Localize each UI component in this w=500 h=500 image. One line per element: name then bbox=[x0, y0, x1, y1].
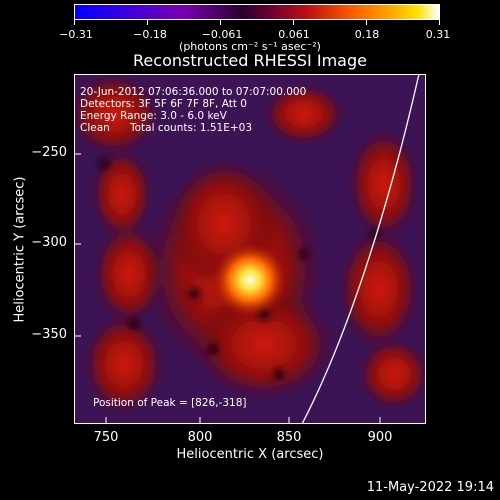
colorbar-tick-mark bbox=[366, 20, 367, 25]
colorbar-tick-mark bbox=[293, 20, 294, 25]
colorbar-tick-label: −0.18 bbox=[133, 28, 167, 41]
x-tick-label: 900 bbox=[367, 430, 393, 445]
y-tick-label: −250 bbox=[31, 145, 67, 160]
solar-limb-curve bbox=[301, 74, 420, 424]
flare-peak-source bbox=[212, 242, 288, 318]
peak-position-label: Position of Peak = [826,-318] bbox=[93, 397, 247, 409]
rhessi-image-panel bbox=[74, 74, 426, 424]
colorbar-tick-mark bbox=[439, 20, 440, 25]
colorbar-tick-mark bbox=[147, 20, 148, 25]
energy-range-label: Energy Range: 3.0 - 6.0 keV bbox=[80, 110, 227, 122]
colorbar-tick-mark bbox=[220, 20, 221, 25]
method-label: Clean bbox=[80, 122, 110, 134]
colorbar-tick-mark bbox=[74, 20, 75, 25]
colorbar-tick-label: 0.061 bbox=[278, 28, 310, 41]
time-range-label: 20-Jun-2012 07:06:36.000 to 07:07:00.000 bbox=[80, 86, 307, 98]
image-title: Reconstructed RHESSI Image bbox=[133, 51, 367, 70]
x-axis-label: Heliocentric X (arcsec) bbox=[176, 447, 324, 462]
detectors-label: Detectors: 3F 5F 6F 7F 8F, Att 0 bbox=[80, 98, 247, 110]
colorbar-tick-label: 0.31 bbox=[425, 28, 451, 41]
colorbar bbox=[74, 4, 440, 20]
colorbar-units: (photons cm⁻² s⁻¹ asec⁻²) bbox=[179, 40, 321, 53]
total-counts-label: Total counts: 1.51E+03 bbox=[130, 122, 253, 134]
colorbar-tick-label: −0.061 bbox=[201, 28, 243, 41]
y-tick-label: −300 bbox=[31, 235, 67, 250]
x-tick-label: 800 bbox=[187, 430, 213, 445]
timestamp-footer: 11-May-2022 19:14 bbox=[366, 480, 494, 495]
x-tick-label: 750 bbox=[93, 430, 119, 445]
y-axis-label: Heliocentric Y (arcsec) bbox=[12, 176, 28, 323]
colorbar-tick-label: 0.18 bbox=[354, 28, 380, 41]
colorbar-tick-label: −0.31 bbox=[59, 28, 93, 41]
x-tick-label: 850 bbox=[276, 430, 302, 445]
y-tick-label: −350 bbox=[31, 327, 67, 342]
